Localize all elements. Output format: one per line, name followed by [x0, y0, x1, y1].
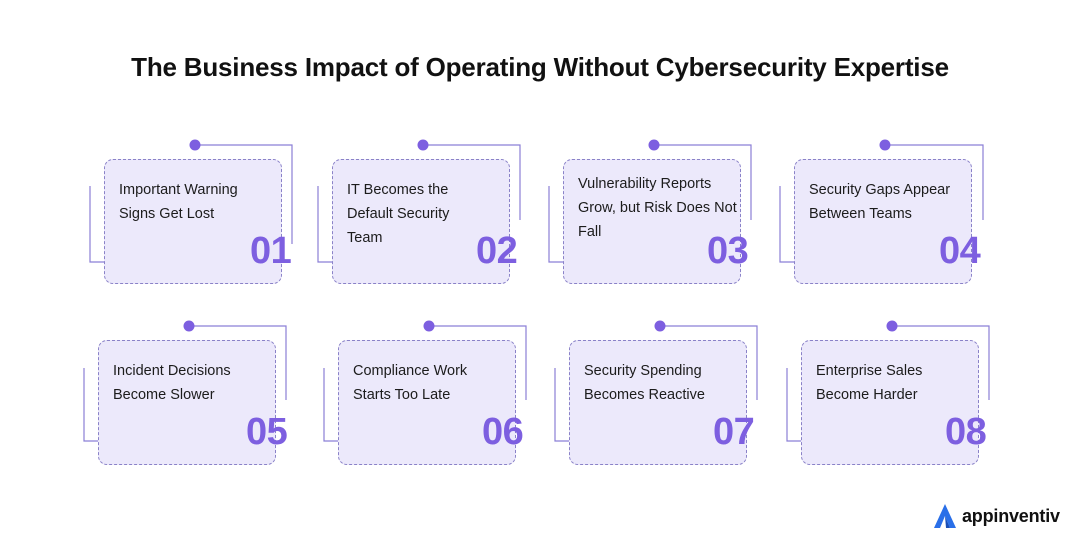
card-01: Important Warning Signs Get Lost — [104, 159, 282, 284]
card-text: Vulnerability Reports Grow, but Risk Doe… — [578, 176, 737, 240]
card-number: 03 — [707, 230, 749, 272]
card-text: IT Becomes the Default Security Team — [347, 182, 450, 246]
card-08: Enterprise Sales Become Harder — [801, 340, 979, 465]
card-text: Security Spending Becomes Reactive — [584, 363, 705, 403]
card-number: 02 — [476, 230, 518, 272]
card-number: 08 — [945, 411, 987, 453]
card-05: Incident Decisions Become Slower — [98, 340, 276, 465]
card-number: 06 — [482, 411, 524, 453]
card-number: 01 — [250, 230, 292, 272]
brand-logo: appinventiv — [932, 500, 1060, 532]
card-02: IT Becomes the Default Security Team — [332, 159, 510, 284]
card-text: Compliance Work Starts Too Late — [353, 363, 468, 403]
card-number: 04 — [939, 230, 981, 272]
card-number: 07 — [713, 411, 755, 453]
brand-name: appinventiv — [962, 505, 1060, 526]
card-06: Compliance Work Starts Too Late — [338, 340, 516, 465]
page-title: The Business Impact of Operating Without… — [131, 52, 949, 82]
appinventiv-logo-icon — [934, 504, 956, 528]
card-text: Incident Decisions Become Slower — [113, 363, 231, 403]
card-text: Enterprise Sales Become Harder — [816, 363, 923, 403]
card-07: Security Spending Becomes Reactive — [569, 340, 747, 465]
card-text: Important Warning Signs Get Lost — [119, 182, 238, 222]
card-03: Vulnerability Reports Grow, but Risk Doe… — [563, 159, 741, 284]
card-04: Security Gaps Appear Between Teams — [794, 159, 972, 284]
card-number: 05 — [246, 411, 288, 453]
card-text: Security Gaps Appear Between Teams — [809, 182, 951, 222]
